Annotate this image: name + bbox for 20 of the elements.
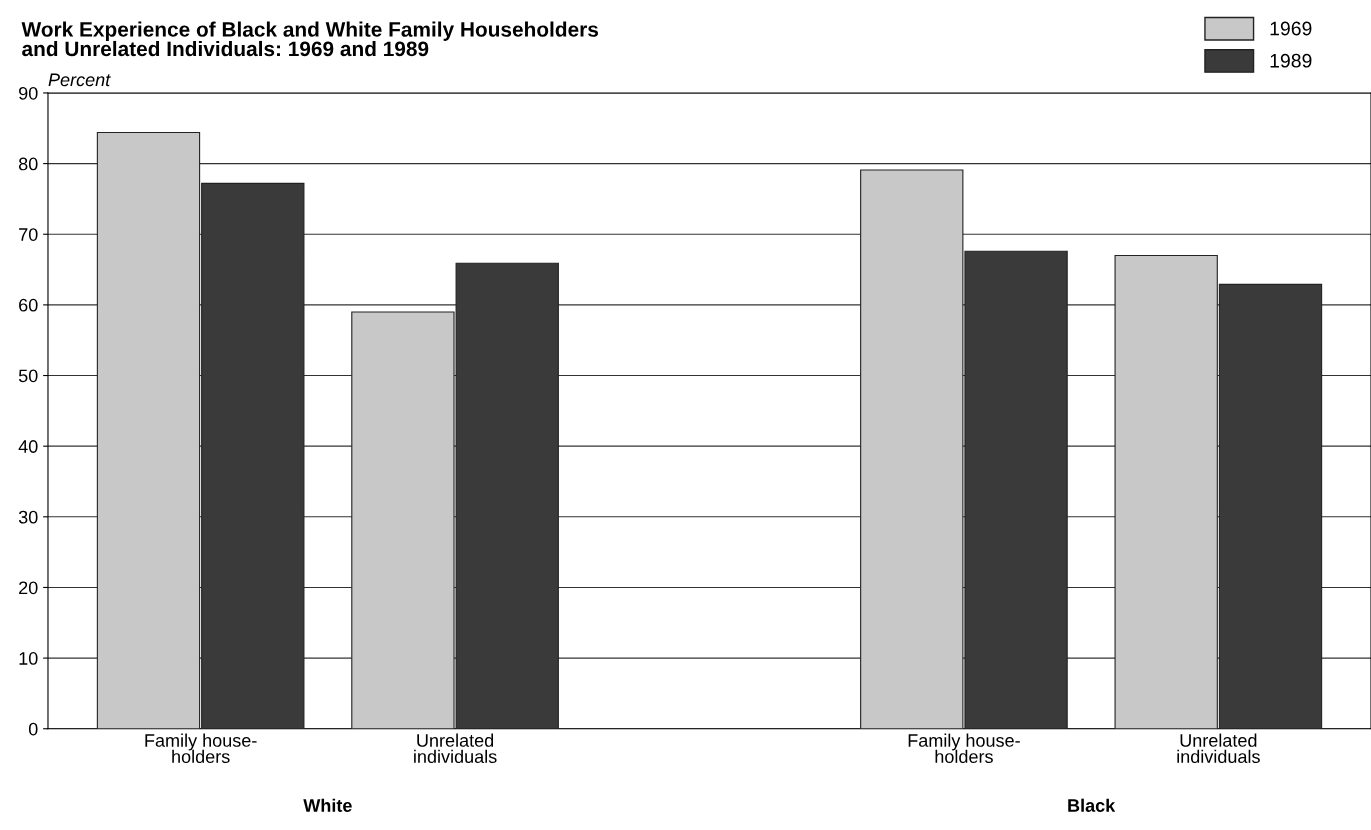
x-tick-label: Unrelated individuals xyxy=(414,733,497,764)
text: Black xyxy=(1068,798,1116,812)
y-tick-label: 40 xyxy=(18,440,38,453)
legend-label: 1969 xyxy=(1270,21,1312,36)
y-tick-label: 60 xyxy=(19,298,38,312)
y-tick-label: 70 xyxy=(19,228,38,241)
y-tick-label: 0 xyxy=(28,722,38,736)
y-tick-label: 80 xyxy=(18,157,38,171)
y-tick-label: 90 xyxy=(19,86,38,100)
x-tick-label: Unrelated individuals xyxy=(1177,733,1260,764)
x-tick-label: Family house- holders xyxy=(145,733,257,764)
chart-title: Work Experience of Black and White Family Householders and Unrelated Individuals: 1969 and 1989 xyxy=(21,21,598,57)
y-tick-label: 30 xyxy=(18,510,38,524)
y-tick-label: 10 xyxy=(19,652,38,665)
y-tick-label: 50 xyxy=(18,369,38,383)
x-tick-label: Family house- holders xyxy=(908,733,1020,764)
legend-label: 1989 xyxy=(1270,53,1312,68)
y-axis-title: Percent xyxy=(48,73,111,87)
text: White xyxy=(303,798,352,812)
y-tick-label: 20 xyxy=(19,581,38,595)
